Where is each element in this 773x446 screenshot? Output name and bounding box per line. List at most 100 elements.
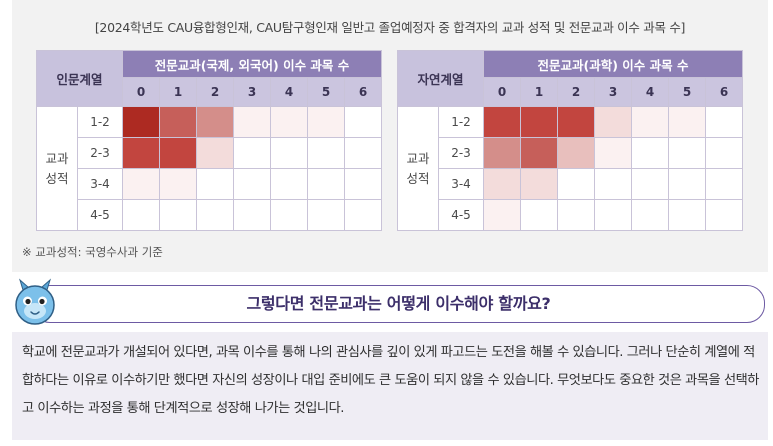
column-header: 4 — [270, 77, 308, 107]
heat-cell — [307, 106, 345, 138]
heat-cell — [270, 199, 308, 231]
table-row: 2-3 — [37, 137, 382, 169]
heat-cell — [307, 137, 345, 169]
heat-cell — [122, 168, 160, 200]
subject-header: 전문교과(국제, 외국어) 이수 과목 수 — [122, 50, 382, 78]
heat-cell — [520, 168, 558, 200]
heat-cell — [631, 106, 669, 138]
heat-cell — [520, 137, 558, 169]
column-header: 0 — [122, 77, 160, 107]
column-header: 5 — [307, 77, 345, 107]
heat-cell — [520, 199, 558, 231]
subject-header: 전문교과(과학) 이수 과목 수 — [483, 50, 743, 78]
heat-cell — [344, 199, 382, 231]
heat-cell — [668, 137, 706, 169]
heat-cell — [557, 199, 595, 231]
heat-cell — [233, 199, 271, 231]
column-header: 2 — [196, 77, 234, 107]
column-header: 0 — [483, 77, 521, 107]
table-row: 3-4 — [398, 168, 743, 200]
grade-range-label: 4-5 — [77, 199, 123, 231]
column-header: 6 — [705, 77, 743, 107]
heat-cell — [344, 168, 382, 200]
heat-cell — [705, 137, 743, 169]
grade-group-line: 성적 — [406, 170, 430, 186]
heat-cell — [705, 199, 743, 231]
heat-cell — [594, 199, 632, 231]
heat-cell — [520, 106, 558, 138]
heat-cell — [233, 137, 271, 169]
question-banner: 그렇다면 전문교과는 어떻게 이수해야 할까요? — [32, 285, 765, 323]
heat-cell — [196, 199, 234, 231]
grade-group-line: 교과 — [45, 150, 69, 166]
heat-cell — [594, 137, 632, 169]
table-row: 교과 성적 1-2 — [397, 106, 743, 231]
table-row: 4-5 — [37, 199, 382, 231]
heat-cell — [196, 137, 234, 169]
heat-cell — [196, 168, 234, 200]
heat-cell — [233, 168, 271, 200]
grade-range-label: 3-4 — [77, 168, 123, 200]
grade-range-label: 1-2 — [438, 106, 484, 138]
heat-cell — [557, 106, 595, 138]
body-paragraph: 학교에 전문교과가 개설되어 있다면, 과목 이수를 통해 나의 관심사를 깊이… — [22, 345, 759, 416]
text-panel — [12, 332, 768, 440]
heat-cell — [631, 137, 669, 169]
panel-caption: [2024학년도 CAU융합형인재, CAU탐구형인재 일반고 졸업예정자 중 … — [94, 20, 686, 35]
track-label: 자연계열 — [397, 50, 484, 107]
heat-cell — [307, 199, 345, 231]
heat-cell — [270, 106, 308, 138]
grade-range-label: 2-3 — [77, 137, 123, 169]
column-header: 4 — [631, 77, 669, 107]
grade-range-label: 2-3 — [438, 137, 484, 169]
heat-cell — [196, 106, 234, 138]
heat-cell — [122, 106, 160, 138]
column-header: 1 — [520, 77, 558, 107]
heat-cell — [594, 168, 632, 200]
question-text: 그렇다면 전문교과는 어떻게 이수해야 할까요? — [246, 294, 551, 313]
grade-group-line: 성적 — [45, 170, 69, 186]
column-header: 3 — [233, 77, 271, 107]
track-label: 인문계열 — [36, 50, 123, 107]
heat-cell — [705, 168, 743, 200]
heat-cell — [668, 106, 706, 138]
column-header: 1 — [159, 77, 197, 107]
heat-cell — [483, 137, 521, 169]
heat-cell — [631, 199, 669, 231]
heat-cell — [307, 168, 345, 200]
heat-cell — [122, 137, 160, 169]
heat-cell — [668, 168, 706, 200]
heat-cell — [270, 137, 308, 169]
heat-cell — [594, 106, 632, 138]
column-header: 2 — [557, 77, 595, 107]
column-header: 6 — [344, 77, 382, 107]
heat-cell — [344, 137, 382, 169]
heat-cell — [159, 137, 197, 169]
heat-cell — [122, 199, 160, 231]
heat-cell — [344, 106, 382, 138]
grade-group-line: 교과 — [406, 150, 430, 166]
mascot-icon — [15, 278, 55, 325]
heat-cell — [631, 168, 669, 200]
grade-range-label: 4-5 — [438, 199, 484, 231]
heat-cell — [668, 199, 706, 231]
heat-cell — [270, 168, 308, 200]
heat-cell — [705, 106, 743, 138]
grade-range-label: 1-2 — [77, 106, 123, 138]
heat-cell — [483, 199, 521, 231]
column-header: 3 — [594, 77, 632, 107]
table-row: 교과 성적 1-2 — [36, 106, 382, 231]
table-row: 2-3 — [398, 137, 743, 169]
heat-cell — [483, 106, 521, 138]
column-header: 5 — [668, 77, 706, 107]
heat-cell — [233, 106, 271, 138]
table-row: 3-4 — [37, 168, 382, 200]
heat-cell — [483, 168, 521, 200]
heat-cell — [159, 106, 197, 138]
heat-cell — [159, 199, 197, 231]
grade-range-label: 3-4 — [438, 168, 484, 200]
